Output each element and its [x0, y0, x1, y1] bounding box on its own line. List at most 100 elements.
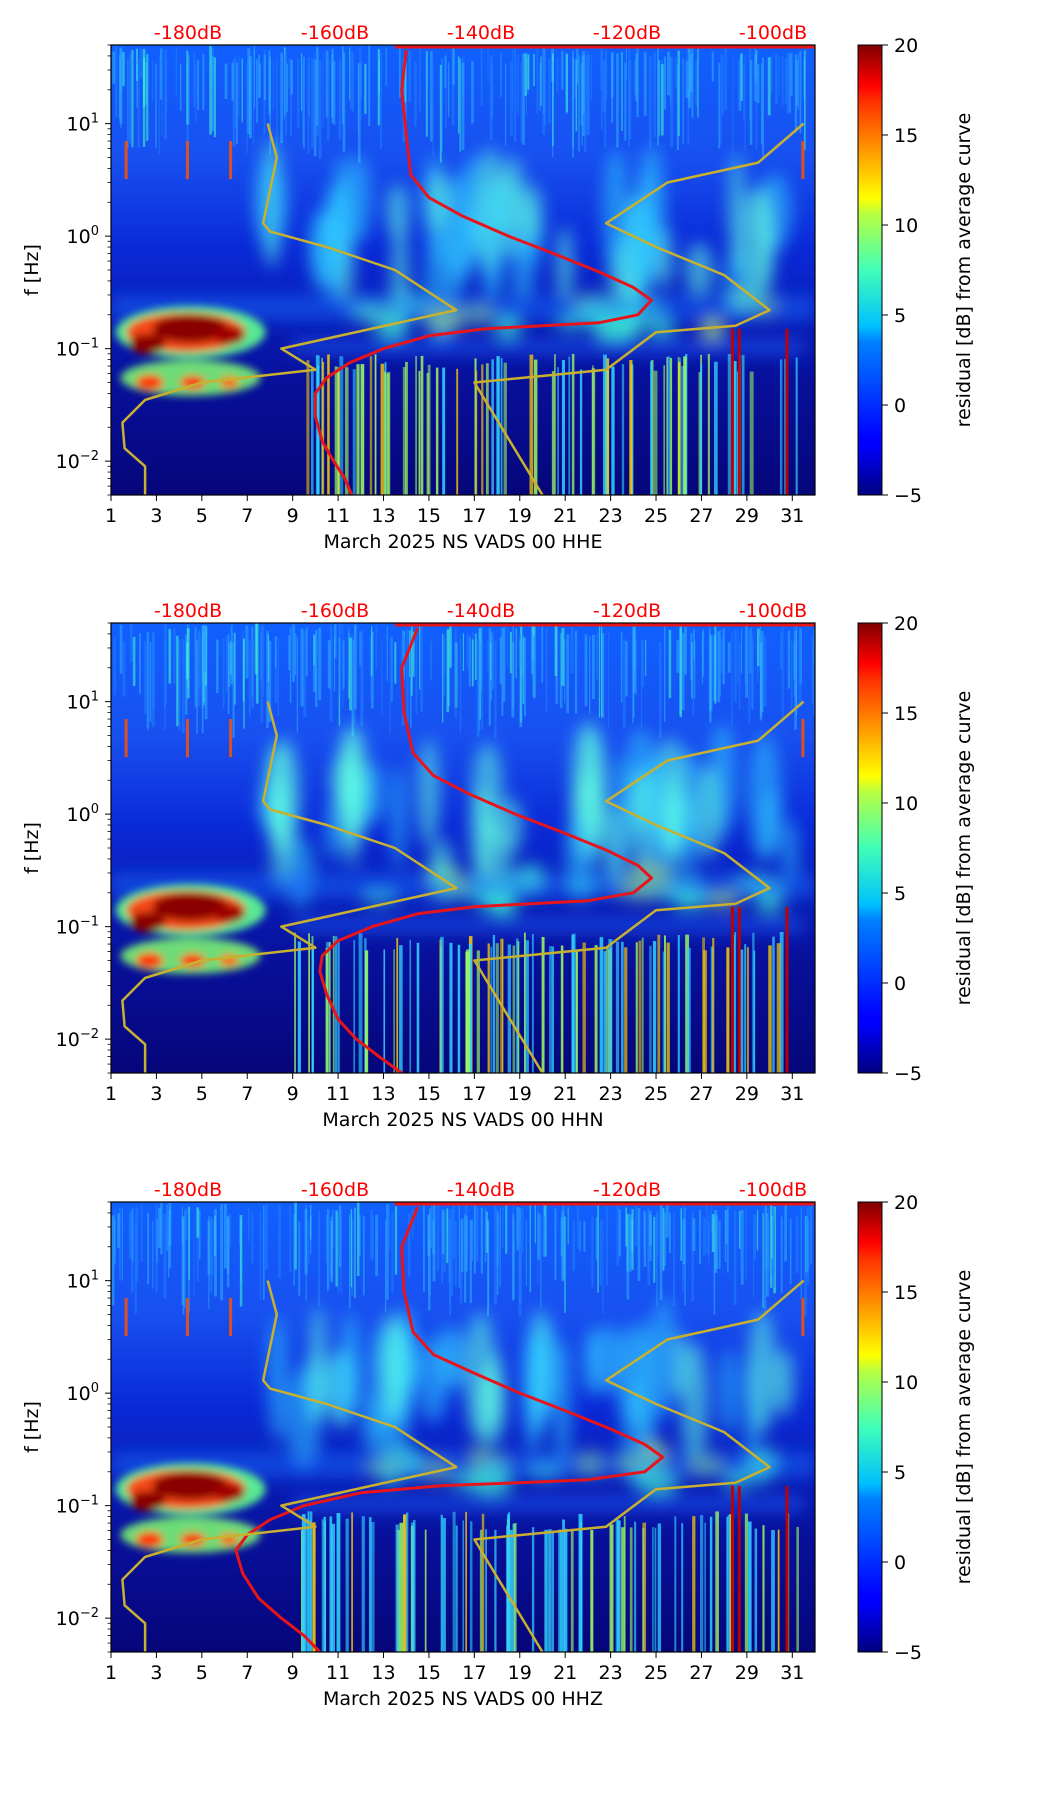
x-tick-label: 11	[326, 1083, 350, 1105]
y-axis-label: f [Hz]	[21, 822, 43, 874]
x-tick-label: 7	[241, 505, 253, 527]
colorbar-tick-label: 0	[894, 395, 906, 417]
db-scale-label: -180dB	[154, 1179, 222, 1201]
x-tick-label: 23	[599, 1662, 623, 1684]
noise-model-curve	[473, 122, 805, 495]
x-tick-label: 19	[508, 1662, 532, 1684]
x-tick-label: 17	[462, 505, 486, 527]
y-tick-label: 101	[67, 112, 99, 136]
x-tick-label: 21	[553, 1662, 577, 1684]
x-tick-label: 9	[287, 1662, 299, 1684]
x-axis-label: March 2025 NS VADS 00 HHN	[322, 1109, 603, 1131]
x-tick-label: 25	[644, 1662, 668, 1684]
colorbar-tick-label: 15	[894, 1282, 918, 1304]
colorbar-tick-label: −5	[894, 485, 922, 507]
db-scale-label: -160dB	[301, 1179, 369, 1201]
noise-model-curve	[121, 123, 458, 495]
db-scale-label: -160dB	[301, 600, 369, 622]
noise-model-curve	[121, 701, 458, 1073]
x-tick-label: 9	[287, 1083, 299, 1105]
colorbar: −5 0 5 10 15 20 residual [dB] from average cur…	[857, 613, 975, 1085]
x-tick-label: 29	[735, 1662, 759, 1684]
colorbar-tick-label: 20	[894, 613, 918, 635]
colorbar-tick-label: 15	[894, 125, 918, 147]
y-tick-label: 100	[67, 802, 99, 826]
high-frequency-texture	[113, 623, 815, 739]
x-tick-label: 11	[326, 1662, 350, 1684]
db-scale-label: -140dB	[447, 1179, 515, 1201]
storm-hot-region	[115, 306, 266, 396]
x-tick-label: 13	[371, 1662, 395, 1684]
db-scale-label: -120dB	[593, 1179, 661, 1201]
colorbar-label: residual [dB] from average curve	[953, 113, 975, 428]
noise-clouds	[111, 139, 815, 354]
y-tick-label: 100	[67, 224, 99, 248]
x-tick-label: 25	[644, 505, 668, 527]
y-tick-label: 10−1	[56, 337, 99, 361]
y-tick-label: 101	[67, 690, 99, 714]
colorbar-label: residual [dB] from average curve	[953, 691, 975, 1006]
x-tick-label: 17	[462, 1662, 486, 1684]
colorbar-tick-label: 10	[894, 215, 918, 237]
noise-model-curve	[473, 1279, 805, 1652]
db-scale-label: -140dB	[447, 22, 515, 44]
db-scale-label: -180dB	[154, 22, 222, 44]
x-tick-label: 21	[553, 505, 577, 527]
high-frequency-texture	[111, 1202, 812, 1317]
colorbar-tick-label: 20	[894, 1192, 918, 1214]
x-tick-label: 27	[689, 505, 713, 527]
noise-model-curve	[473, 700, 805, 1073]
average-psd-curve	[234, 1206, 665, 1652]
db-scale-label: -140dB	[447, 600, 515, 622]
spectrogram-panel: 1 3 5 7 9 11 13 15 17 19 21 23 25 27 29 3110−210−110010…	[21, 1179, 975, 1710]
x-tick-label: 19	[508, 1083, 532, 1105]
colorbar-tick-label: −5	[894, 1642, 922, 1664]
colorbar-gradient	[857, 1201, 883, 1653]
colorbar-tick-label: 5	[894, 1462, 906, 1484]
y-axis-label: f [Hz]	[21, 244, 43, 296]
x-tick-label: 7	[241, 1662, 253, 1684]
x-tick-label: 1	[105, 1662, 117, 1684]
x-tick-label: 27	[689, 1662, 713, 1684]
x-tick-label: 5	[196, 505, 208, 527]
colorbar: −5 0 5 10 15 20 residual [dB] from average cur…	[857, 1192, 975, 1664]
y-tick-label: 10−1	[56, 1494, 99, 1518]
transient-streaks	[124, 1298, 805, 1652]
db-scale-label: -100dB	[739, 600, 807, 622]
x-tick-label: 3	[150, 505, 162, 527]
x-tick-label: 5	[196, 1083, 208, 1105]
x-tick-label: 15	[417, 1083, 441, 1105]
colorbar-tick-label: 10	[894, 793, 918, 815]
x-tick-label: 1	[105, 1083, 117, 1105]
x-tick-label: 19	[508, 505, 532, 527]
colorbar-gradient	[857, 622, 883, 1074]
db-scale-label: -120dB	[593, 22, 661, 44]
x-tick-label: 3	[150, 1083, 162, 1105]
x-tick-label: 17	[462, 1083, 486, 1105]
x-tick-label: 29	[735, 1083, 759, 1105]
x-tick-label: 15	[417, 505, 441, 527]
x-tick-label: 31	[780, 505, 804, 527]
colorbar-tick-label: 10	[894, 1372, 918, 1394]
x-tick-label: 31	[780, 1662, 804, 1684]
average-psd-curve	[313, 49, 653, 495]
storm-hot-region	[115, 1463, 266, 1553]
transient-streaks	[124, 141, 805, 495]
y-axis-label: f [Hz]	[21, 1401, 43, 1453]
colorbar-tick-label: 5	[894, 883, 906, 905]
x-tick-label: 7	[241, 1083, 253, 1105]
colorbar-tick-label: 5	[894, 305, 906, 327]
x-tick-label: 23	[599, 505, 623, 527]
x-tick-label: 11	[326, 505, 350, 527]
y-tick-label: 10−2	[56, 449, 99, 473]
db-scale-label: -120dB	[593, 600, 661, 622]
x-tick-label: 25	[644, 1083, 668, 1105]
y-tick-label: 10−2	[56, 1606, 99, 1630]
x-tick-label: 23	[599, 1083, 623, 1105]
noise-clouds	[111, 1297, 815, 1511]
y-tick-label: 100	[67, 1381, 99, 1405]
colorbar-tick-label: 15	[894, 703, 918, 725]
x-tick-label: 31	[780, 1083, 804, 1105]
y-tick-label: 101	[67, 1269, 99, 1293]
